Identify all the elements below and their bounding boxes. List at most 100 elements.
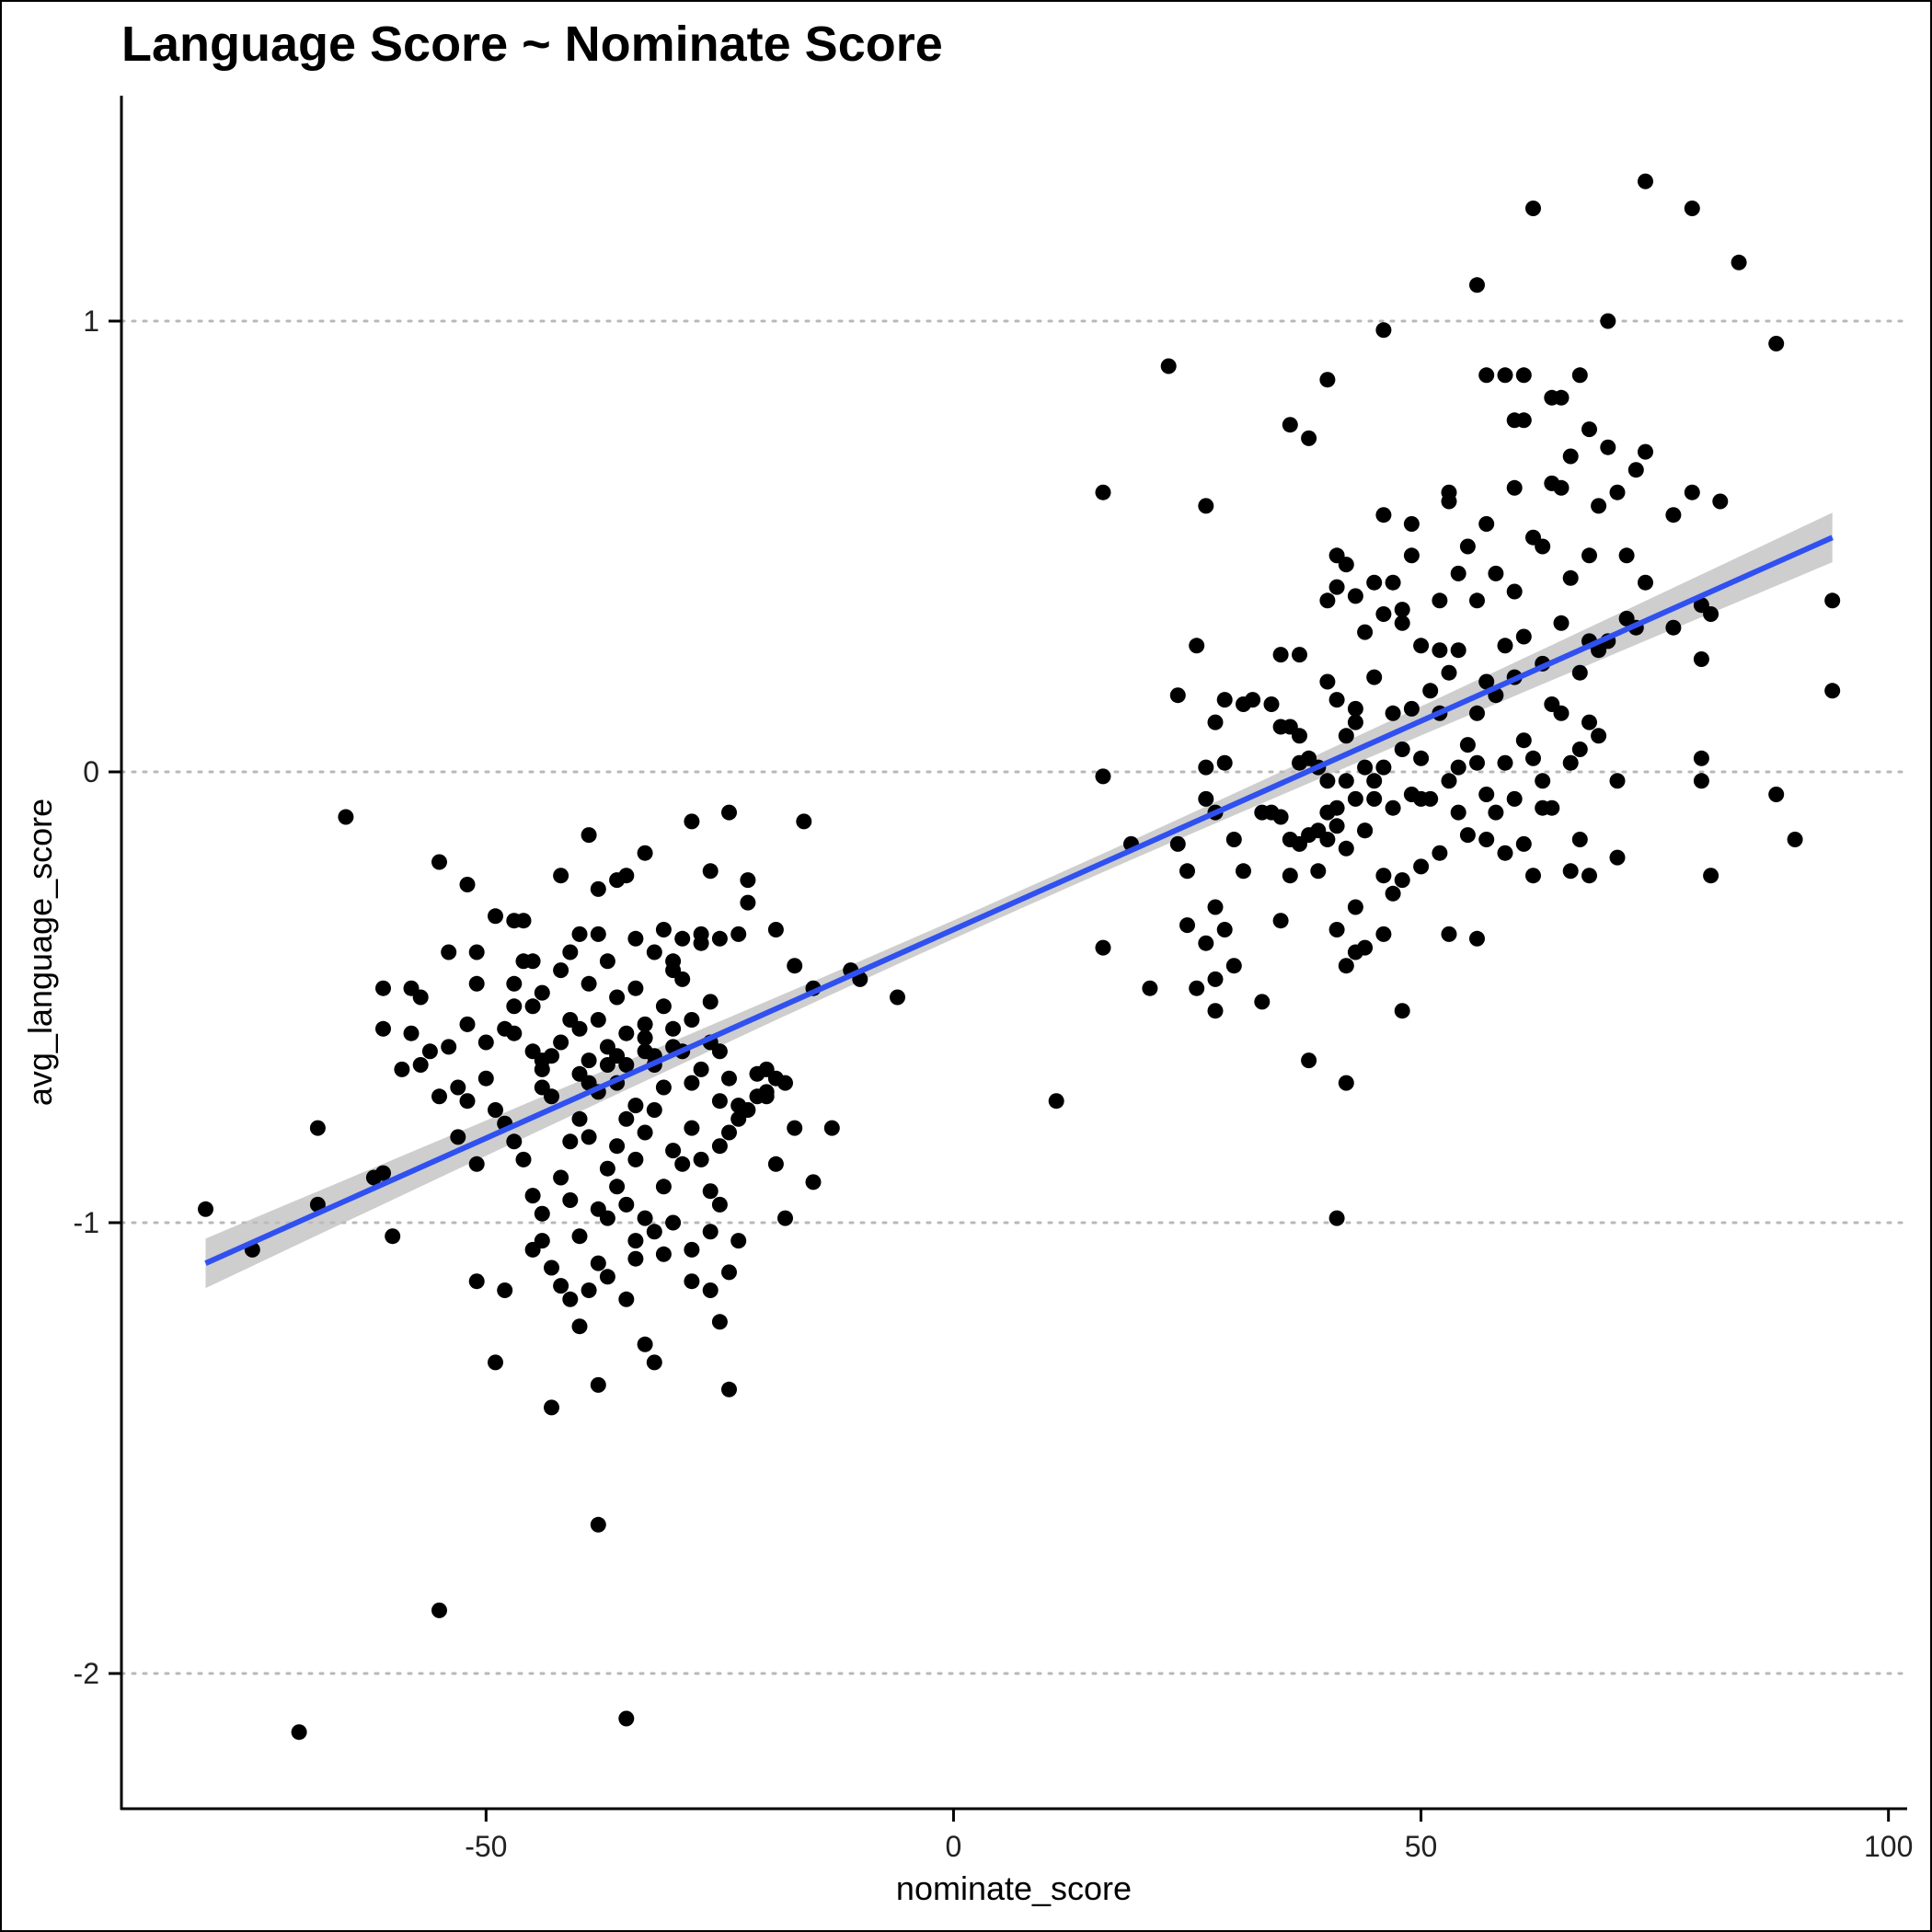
data-point-260: [1338, 773, 1354, 789]
data-point-54: [618, 1025, 635, 1041]
data-point-213: [1198, 790, 1214, 807]
data-point-257: [1328, 922, 1345, 937]
data-point-33: [524, 998, 541, 1015]
data-point-170: [684, 1273, 700, 1290]
data-point-115: [674, 930, 691, 947]
data-point-220: [1216, 692, 1233, 708]
data-point-145: [609, 1179, 626, 1195]
data-point-139: [534, 1205, 550, 1222]
data-point-235: [1272, 913, 1289, 929]
data-point-404: [1319, 773, 1336, 789]
data-points: [198, 173, 1841, 1741]
data-point-171: [702, 1282, 719, 1298]
data-point-74: [711, 1043, 728, 1060]
data-point-239: [1282, 868, 1298, 884]
data-point-161: [562, 1291, 579, 1307]
data-point-410: [1347, 714, 1363, 730]
data-point-20: [459, 1016, 476, 1032]
data-point-136: [711, 1138, 728, 1155]
data-point-349: [1571, 367, 1588, 384]
data-point-346: [1562, 569, 1579, 586]
data-point-181: [488, 1354, 503, 1371]
data-point-319: [1488, 565, 1504, 581]
data-point-414: [1469, 754, 1485, 771]
data-point-152: [684, 1241, 700, 1258]
data-point-7: [375, 1165, 391, 1181]
data-point-179: [497, 1282, 513, 1298]
data-point-76: [721, 1070, 737, 1087]
data-point-308: [1459, 737, 1476, 753]
data-point-105: [767, 922, 784, 937]
data-point-141: [562, 1192, 579, 1208]
data-point-403: [1310, 822, 1327, 839]
data-point-399: [1441, 484, 1457, 500]
data-point-5: [338, 809, 354, 825]
data-point-293: [1413, 750, 1430, 766]
y-axis-ticks: 1 0 -1 -2: [74, 305, 121, 1690]
data-point-348: [1562, 863, 1579, 880]
data-point-131: [665, 1143, 682, 1159]
data-point-347: [1562, 754, 1579, 771]
y-tick-label-1: 0: [83, 755, 99, 788]
data-point-0: [198, 1201, 213, 1217]
data-point-84: [777, 1075, 793, 1091]
data-point-392: [1497, 367, 1513, 384]
data-point-11: [394, 1061, 410, 1077]
data-point-144: [599, 1210, 615, 1226]
data-point-377: [1684, 484, 1700, 500]
data-point-190: [506, 998, 523, 1015]
data-point-184: [590, 1516, 606, 1533]
data-point-211: [1198, 498, 1214, 514]
data-point-39: [553, 962, 569, 979]
data-point-25: [488, 1102, 503, 1118]
data-point-343: [1553, 615, 1570, 631]
data-point-229: [1254, 994, 1271, 1010]
data-point-169: [646, 1354, 662, 1371]
data-point-158: [534, 1233, 550, 1249]
data-point-401: [1338, 1075, 1354, 1091]
data-point-49: [599, 953, 615, 970]
data-point-390: [1824, 683, 1841, 699]
data-point-230: [1263, 696, 1280, 712]
data-point-16: [421, 1043, 438, 1060]
data-point-135: [702, 1183, 719, 1200]
data-point-356: [1581, 714, 1597, 730]
data-point-14: [412, 1057, 429, 1073]
data-point-289: [1403, 547, 1420, 564]
trend-line-group: [204, 535, 1834, 1266]
data-point-103: [721, 804, 737, 821]
data-point-337: [1535, 773, 1551, 789]
data-point-313: [1469, 930, 1485, 947]
data-point-309: [1459, 827, 1476, 844]
data-point-19: [450, 1129, 466, 1145]
data-point-268: [1357, 624, 1374, 640]
data-point-111: [890, 989, 905, 1006]
data-point-208: [1179, 917, 1195, 934]
data-point-361: [1600, 313, 1616, 329]
data-point-316: [1478, 673, 1495, 690]
data-point-200: [1095, 939, 1111, 956]
data-point-247: [1310, 863, 1327, 880]
data-point-280: [1385, 574, 1401, 591]
data-point-266: [1347, 899, 1363, 915]
data-point-126: [618, 1110, 635, 1127]
data-point-281: [1385, 705, 1401, 721]
data-point-182: [544, 1399, 559, 1416]
data-point-307: [1459, 538, 1476, 555]
data-point-114: [655, 922, 672, 937]
data-point-189: [450, 1079, 466, 1096]
data-point-215: [1207, 714, 1224, 730]
data-point-156: [730, 1233, 747, 1249]
data-point-176: [787, 1120, 803, 1136]
data-point-122: [571, 1110, 588, 1127]
data-point-112: [581, 827, 597, 844]
data-point-154: [711, 1196, 728, 1213]
data-point-127: [627, 1151, 644, 1167]
data-point-56: [627, 1098, 644, 1114]
data-point-61: [655, 998, 672, 1015]
data-point-227: [1245, 692, 1261, 708]
data-point-312: [1469, 705, 1485, 721]
x-tick-label-3: 100: [1864, 1830, 1913, 1863]
data-point-98: [627, 930, 644, 947]
data-point-294: [1413, 858, 1430, 875]
